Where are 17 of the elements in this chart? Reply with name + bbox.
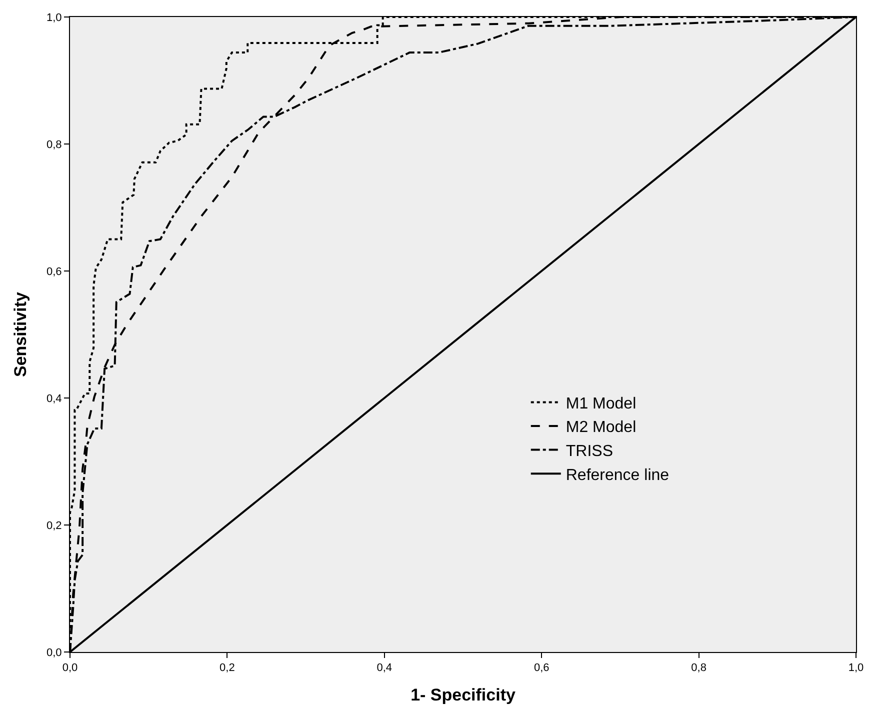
y-tick-label: 0,4 [46,392,62,405]
x-tick-label: 0,2 [220,662,235,674]
x-tick-label: 0,0 [62,662,78,674]
y-tick-label: 0,6 [46,266,62,278]
y-tick-label: 0,8 [46,138,62,151]
x-tick-label: 0,8 [691,662,706,674]
y-axis-title: Sensitivity [11,291,30,378]
legend-label: TRISS [566,443,614,460]
y-tick-label: 0,0 [46,646,62,659]
legend-label: Reference line [566,466,670,484]
legend-label: M1 Model [566,395,636,412]
y-tick-label: 0,2 [46,520,62,532]
x-tick-label: 1,0 [848,662,864,674]
x-tick-label: 0,4 [376,662,392,674]
x-axis-title: 1- Specificity [410,686,516,705]
x-tick-label: 0,6 [534,662,550,674]
y-tick-label: 1,0 [46,12,62,24]
